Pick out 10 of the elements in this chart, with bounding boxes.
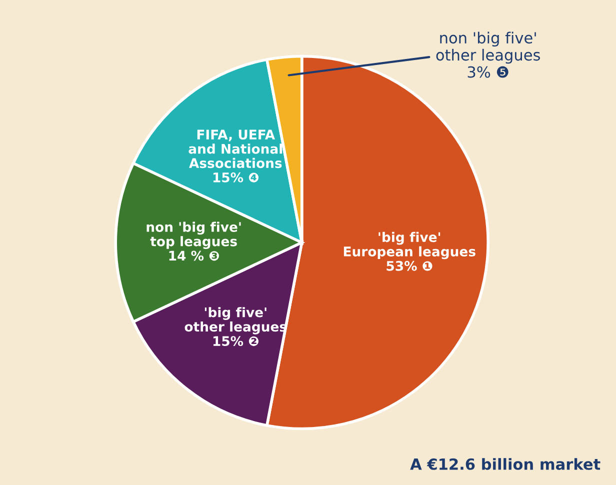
data-label: 3% ❺ <box>468 66 508 78</box>
data-label: 14 % ❸ <box>169 250 220 261</box>
slice-label: 'big five' European leagues <box>344 232 476 260</box>
data-label: 53% ❶ <box>386 260 432 271</box>
data-label: 15% ❷ <box>213 336 259 346</box>
slice-label: non 'big five' top leagues <box>146 222 241 249</box>
slice-label: non 'big five' other leagues <box>436 32 540 64</box>
text: A €12.6 billion market <box>410 458 600 470</box>
data-label: 15% ❹ <box>213 172 259 182</box>
slice-label: FIFA, UEFA and National Associations <box>188 130 282 168</box>
